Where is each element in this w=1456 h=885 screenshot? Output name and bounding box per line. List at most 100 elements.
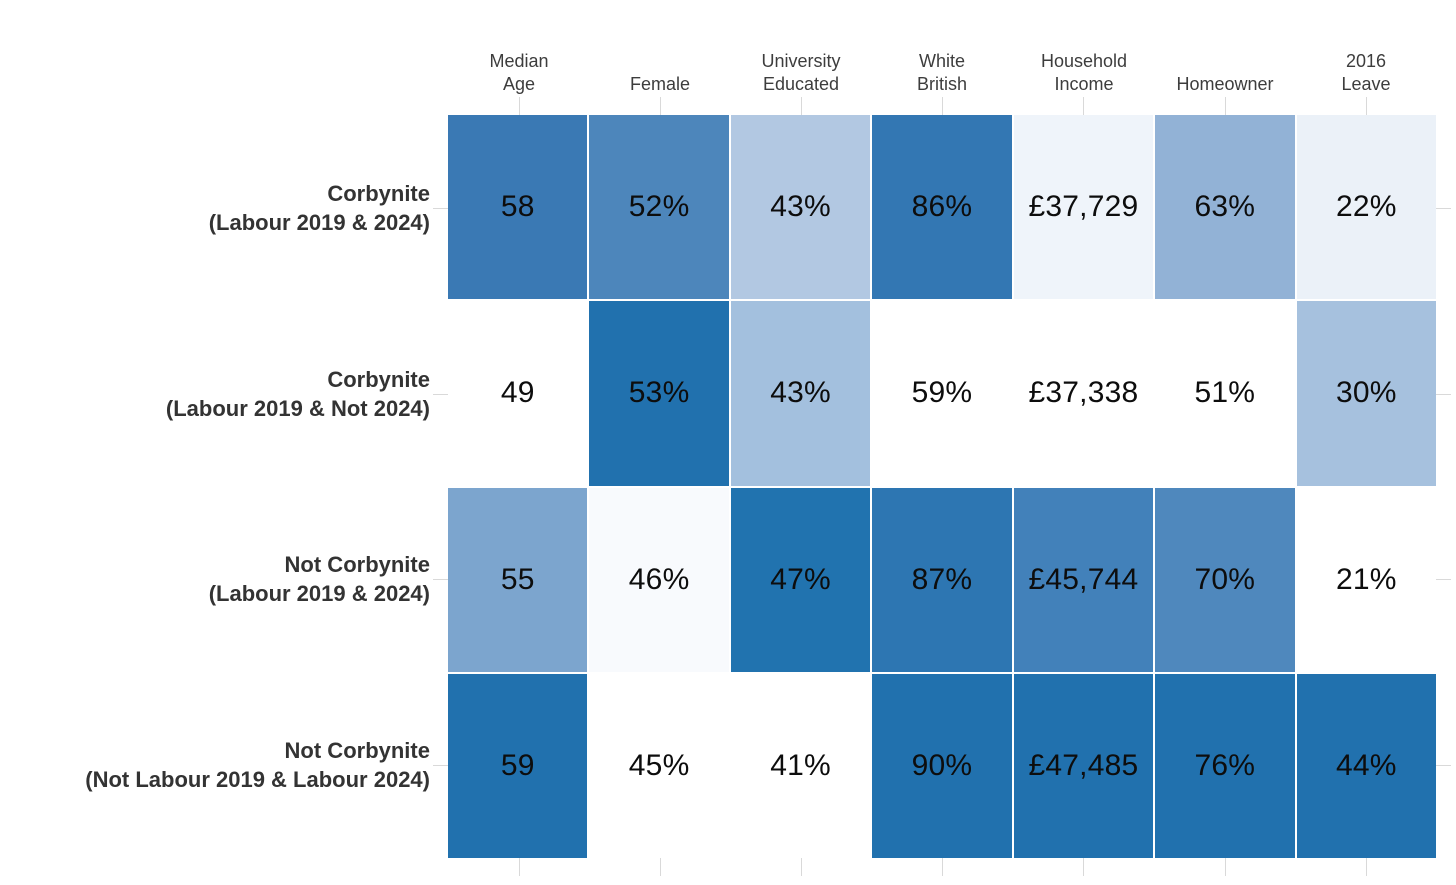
row-label-line: Not Corbynite bbox=[284, 738, 430, 763]
heatmap-cell: 70% bbox=[1155, 487, 1295, 672]
axis-tick bbox=[1436, 765, 1451, 766]
row-label-corbynite-2019-not-2024: Corbynite (Labour 2019 & Not 2024) bbox=[0, 358, 430, 430]
row-label-line: (Labour 2019 & Not 2024) bbox=[165, 396, 430, 421]
heatmap-cell: 55 bbox=[448, 487, 588, 672]
cell-value: 22% bbox=[1335, 190, 1397, 224]
axis-tick bbox=[942, 97, 943, 115]
heatmap-cell: 49 bbox=[448, 301, 588, 486]
column-header-2016-leave: 2016 Leave bbox=[1295, 38, 1437, 96]
axis-tick bbox=[433, 579, 448, 580]
axis-tick bbox=[1083, 97, 1084, 115]
cell-value: 45% bbox=[628, 748, 690, 782]
cell-value: £45,744 bbox=[1028, 562, 1139, 596]
heatmap-cell: £37,729 bbox=[1013, 115, 1154, 300]
heatmap-cell: 46% bbox=[589, 487, 729, 672]
column-header-line: Age bbox=[502, 74, 536, 94]
cell-value: 30% bbox=[1335, 376, 1397, 410]
row-label-line: Corbynite bbox=[327, 367, 430, 392]
column-header-line: Female bbox=[629, 74, 691, 94]
cell-value: 44% bbox=[1335, 748, 1397, 782]
column-header-line: University bbox=[761, 51, 841, 71]
axis-tick bbox=[1436, 394, 1451, 395]
axis-tick bbox=[519, 97, 520, 115]
cell-value: 52% bbox=[628, 190, 690, 224]
heatmap-cell: 86% bbox=[872, 115, 1012, 300]
axis-tick bbox=[519, 858, 520, 876]
axis-tick bbox=[801, 97, 802, 115]
column-header-line: Educated bbox=[762, 74, 840, 94]
heatmap-grid: 58 52% 43% 86% £37,729 63% 22% 49 53% 43… bbox=[448, 115, 1436, 858]
cell-value: 51% bbox=[1194, 376, 1256, 410]
heatmap-cell: 30% bbox=[1296, 301, 1436, 486]
cell-value: 47% bbox=[770, 562, 831, 596]
cell-value: 21% bbox=[1335, 562, 1397, 596]
row-label-not-corbynite-not-2019-2024: Not Corbynite (Not Labour 2019 & Labour … bbox=[0, 729, 430, 801]
cell-value: 87% bbox=[911, 562, 973, 596]
axis-tick bbox=[433, 394, 448, 395]
cell-value: 58 bbox=[500, 190, 535, 224]
row-label-line: Not Corbynite bbox=[284, 552, 430, 577]
cell-value: 59% bbox=[911, 376, 973, 410]
heatmap-cell: 58 bbox=[448, 115, 588, 300]
column-header-line: White bbox=[918, 51, 965, 71]
column-header-line: Household bbox=[1040, 51, 1128, 71]
column-header-female: Female bbox=[589, 38, 731, 96]
axis-tick bbox=[1366, 97, 1367, 115]
axis-tick bbox=[433, 208, 448, 209]
cell-value: 55 bbox=[500, 562, 535, 596]
row-label-line: (Not Labour 2019 & Labour 2024) bbox=[85, 767, 430, 792]
row-label-line: (Labour 2019 & 2024) bbox=[208, 581, 430, 606]
cell-value: 76% bbox=[1194, 748, 1256, 782]
cell-value: £37,338 bbox=[1028, 376, 1139, 410]
cell-value: 63% bbox=[1194, 190, 1256, 224]
column-header-median-age: Median Age bbox=[448, 38, 590, 96]
heatmap-cell: 63% bbox=[1155, 115, 1295, 300]
heatmap-cell: 59 bbox=[448, 673, 588, 858]
column-header-household-income: Household Income bbox=[1013, 38, 1155, 96]
cell-value: 41% bbox=[770, 748, 831, 782]
cell-value: 43% bbox=[770, 376, 831, 410]
cell-value: 59 bbox=[500, 748, 535, 782]
heatmap-cell: £37,338 bbox=[1013, 301, 1154, 486]
axis-tick bbox=[1225, 858, 1226, 876]
column-header-line: Income bbox=[1054, 74, 1114, 94]
column-header-line: Homeowner bbox=[1176, 74, 1274, 94]
row-label-line: (Labour 2019 & 2024) bbox=[208, 210, 430, 235]
heatmap-cell: 53% bbox=[589, 301, 729, 486]
heatmap-cell: £47,485 bbox=[1013, 673, 1154, 858]
cell-value: 90% bbox=[911, 748, 973, 782]
heatmap-cell: 52% bbox=[589, 115, 729, 300]
axis-tick bbox=[1436, 208, 1451, 209]
axis-tick bbox=[801, 858, 802, 876]
column-header-line: British bbox=[916, 74, 967, 94]
axis-tick bbox=[1366, 858, 1367, 876]
cell-value: 86% bbox=[911, 190, 973, 224]
cell-value: 49 bbox=[500, 376, 535, 410]
heatmap-cell: 87% bbox=[872, 487, 1012, 672]
row-label-corbynite-2019-2024: Corbynite (Labour 2019 & 2024) bbox=[0, 172, 430, 244]
heatmap-cell: 41% bbox=[730, 673, 871, 858]
axis-tick bbox=[1436, 579, 1451, 580]
heatmap-cell: 76% bbox=[1155, 673, 1295, 858]
axis-tick bbox=[433, 765, 448, 766]
heatmap-cell: £45,744 bbox=[1013, 487, 1154, 672]
axis-tick bbox=[1083, 858, 1084, 876]
cell-value: 43% bbox=[770, 190, 831, 224]
heatmap-cell: 59% bbox=[872, 301, 1012, 486]
cell-value: £47,485 bbox=[1028, 748, 1139, 782]
row-label-not-corbynite-2019-2024: Not Corbynite (Labour 2019 & 2024) bbox=[0, 543, 430, 615]
heatmap-cell: 47% bbox=[730, 487, 871, 672]
axis-tick bbox=[660, 858, 661, 876]
heatmap-cell: 43% bbox=[730, 115, 871, 300]
heatmap-cell: 45% bbox=[589, 673, 729, 858]
axis-tick bbox=[942, 858, 943, 876]
cell-value: £37,729 bbox=[1028, 190, 1139, 224]
axis-tick bbox=[1225, 97, 1226, 115]
cell-value: 46% bbox=[628, 562, 690, 596]
heatmap-cell: 51% bbox=[1155, 301, 1295, 486]
column-header-white-british: White British bbox=[871, 38, 1013, 96]
heatmap-cell: 21% bbox=[1296, 487, 1436, 672]
heatmap-cell: 44% bbox=[1296, 673, 1436, 858]
heatmap-cell: 43% bbox=[730, 301, 871, 486]
